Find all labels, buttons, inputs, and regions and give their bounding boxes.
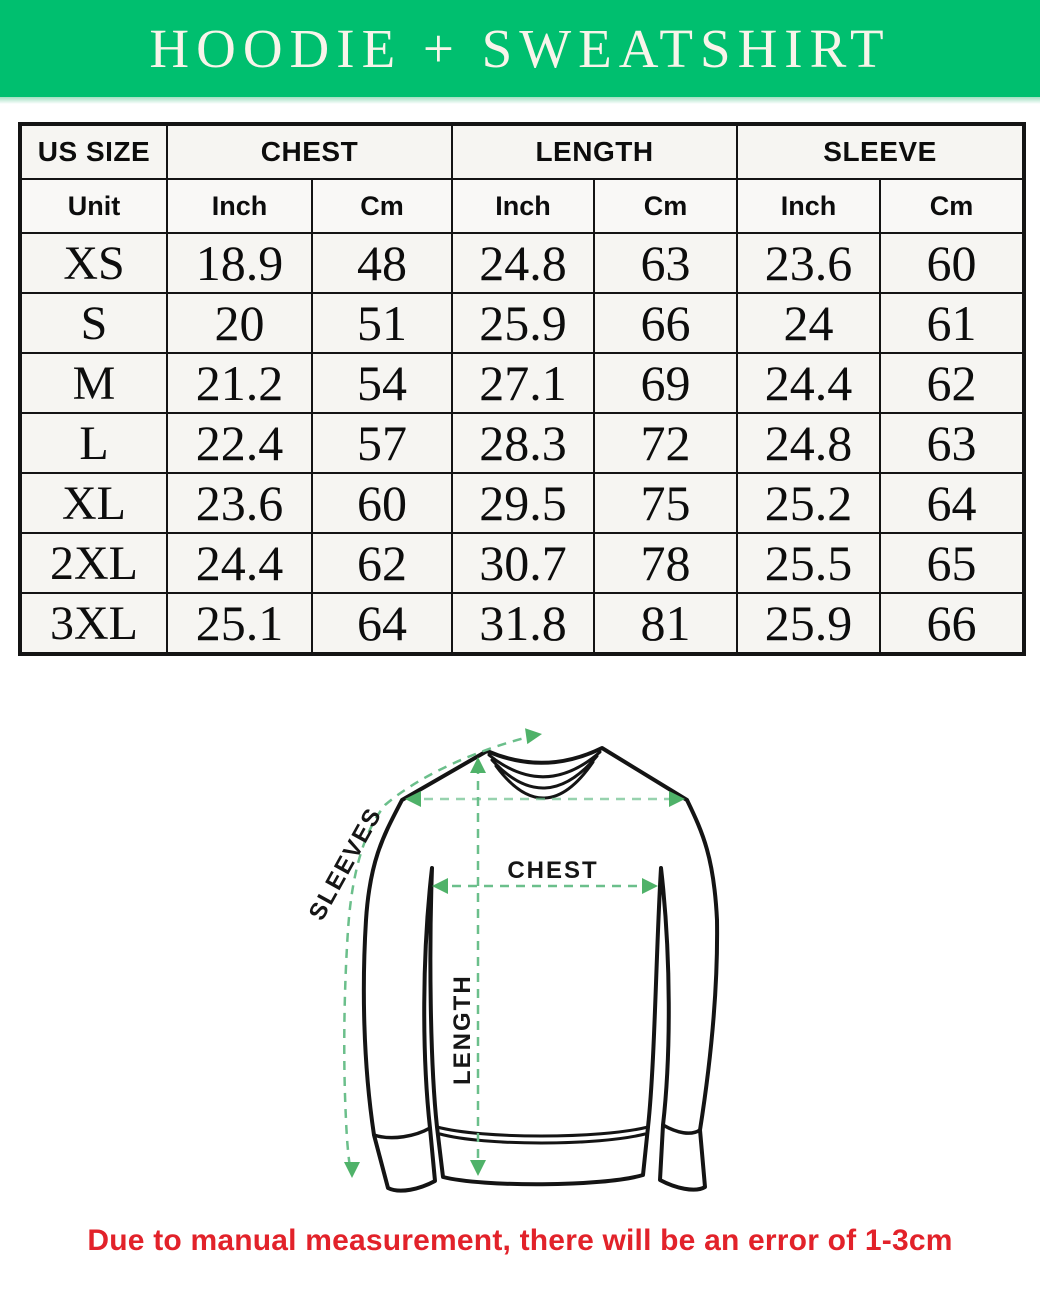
group-header-row: US SIZE CHEST LENGTH SLEEVE [19, 123, 1026, 180]
header-length: LENGTH [450, 123, 739, 180]
chest-label: CHEST [507, 857, 598, 884]
table-row: XS 18.9 48 24.8 63 23.6 60 [19, 232, 1026, 294]
measurement-cell: 21.2 [166, 352, 313, 414]
table-row: 2XL 24.4 62 30.7 78 25.5 65 [19, 532, 1026, 594]
measurement-cell: 27.1 [451, 352, 595, 414]
table-row: 3XL 25.1 64 31.8 81 25.9 66 [19, 592, 1026, 655]
cuff-seam-right [661, 1123, 702, 1135]
measurement-cell: 63 [592, 232, 739, 294]
measurement-cell: 18.9 [166, 232, 313, 294]
measurement-cell: 60 [311, 472, 453, 534]
table-row: M 21.2 54 27.1 69 24.4 62 [19, 352, 1026, 414]
measurement-cell: 24 [736, 292, 882, 354]
size-label-cell: 2XL [19, 532, 168, 594]
table-row: XL 23.6 60 29.5 75 25.2 64 [19, 472, 1026, 534]
measurement-cell: 48 [311, 232, 453, 294]
unit-header-cell: Unit [19, 178, 168, 234]
size-rows: XS 18.9 48 24.8 63 23.6 60 S 20 51 25.9 66 24 61 M 21.2… [19, 232, 1026, 655]
measurement-cell: 54 [311, 352, 453, 414]
measurement-cell: 25.5 [736, 532, 882, 594]
unit-header-cell: Inch [451, 178, 595, 234]
size-label-cell: XL [19, 472, 168, 534]
shoulder-arrow-left [405, 791, 421, 807]
unit-header-cell: Inch [736, 178, 882, 234]
size-label-cell: S [19, 292, 168, 354]
measurement-cell: 66 [879, 592, 1026, 655]
measurement-cell: 24.4 [736, 352, 882, 414]
chest-arrow-right [642, 878, 658, 894]
cuff-seam-left [372, 1126, 432, 1140]
size-chart-section: US SIZE CHEST LENGTH SLEEVE Unit Inch Cm… [18, 122, 1027, 656]
measurement-cell: 24.4 [166, 532, 313, 594]
measurement-cell: 22.4 [166, 412, 313, 474]
table-row: L 22.4 57 28.3 72 24.8 63 [19, 412, 1026, 474]
banner: HOODIE + SWEATSHIRT [0, 0, 1040, 104]
page-title: HOODIE + SWEATSHIRT [149, 18, 891, 79]
measurement-cell: 28.3 [451, 412, 595, 474]
measurement-cell: 66 [592, 292, 739, 354]
size-label-cell: M [19, 352, 168, 414]
measurement-cell: 64 [311, 592, 453, 655]
measurement-cell: 72 [592, 412, 739, 474]
measurement-cell: 25.2 [736, 472, 882, 534]
size-label-cell: XS [19, 232, 168, 294]
measurement-cell: 23.6 [736, 232, 882, 294]
measurement-cell: 69 [592, 352, 739, 414]
measurement-cell: 75 [592, 472, 739, 534]
sweatshirt-outline [361, 746, 720, 1193]
measurement-cell: 61 [879, 292, 1026, 354]
shoulder-arrow-right [669, 791, 685, 807]
measurement-cell: 81 [592, 592, 739, 655]
measurement-cell: 25.9 [736, 592, 882, 655]
measurement-cell: 62 [879, 352, 1026, 414]
measurement-cell: 64 [879, 472, 1026, 534]
measurement-cell: 31.8 [451, 592, 595, 655]
waistband-seam [435, 1125, 650, 1145]
sweatshirt-diagram: CHEST LENGTH SLEEVES [304, 728, 720, 1193]
chest-arrow-left [432, 878, 448, 894]
measurement-cell: 57 [311, 412, 453, 474]
header-chest: CHEST [166, 123, 453, 180]
measurement-lines [343, 733, 682, 1169]
measurement-cell: 29.5 [451, 472, 595, 534]
sleeve-arrow-top [525, 728, 542, 745]
measurement-cell: 20 [166, 292, 313, 354]
size-chart-table: US SIZE CHEST LENGTH SLEEVE Unit Inch Cm… [18, 122, 1027, 656]
measurement-cell: 25.1 [166, 592, 313, 655]
header-us-size: US SIZE [19, 123, 168, 180]
measurement-cell: 24.8 [451, 232, 595, 294]
measurement-cell: 25.9 [451, 292, 595, 354]
measurement-cell: 24.8 [736, 412, 882, 474]
measurement-arrows [344, 728, 685, 1178]
measurement-cell: 60 [879, 232, 1026, 294]
measurement-cell: 23.6 [166, 472, 313, 534]
unit-header-cell: Cm [592, 178, 739, 234]
garment-silhouette [361, 746, 720, 1193]
size-label-cell: L [19, 412, 168, 474]
measurement-cell: 65 [879, 532, 1026, 594]
measurement-cell: 62 [311, 532, 453, 594]
table-row: S 20 51 25.9 66 24 61 [19, 292, 1026, 354]
measurement-cell: 51 [311, 292, 453, 354]
length-label: LENGTH [449, 974, 476, 1085]
measurement-cell: 63 [879, 412, 1026, 474]
measurement-cell: 78 [592, 532, 739, 594]
unit-header-cell: Inch [166, 178, 313, 234]
measurement-cell: 30.7 [451, 532, 595, 594]
sleeve-arrow-down [344, 1162, 360, 1178]
header-sleeve: SLEEVE [736, 123, 1026, 180]
unit-header-row: Unit Inch Cm Inch Cm Inch Cm [19, 178, 1026, 234]
unit-header-cell: Cm [879, 178, 1026, 234]
length-arrow-down [470, 1160, 486, 1176]
size-label-cell: 3XL [19, 592, 168, 655]
measurement-disclaimer: Due to manual measurement, there will be… [87, 1224, 953, 1257]
length-arrow-up [470, 757, 486, 773]
unit-header-cell: Cm [311, 178, 453, 234]
